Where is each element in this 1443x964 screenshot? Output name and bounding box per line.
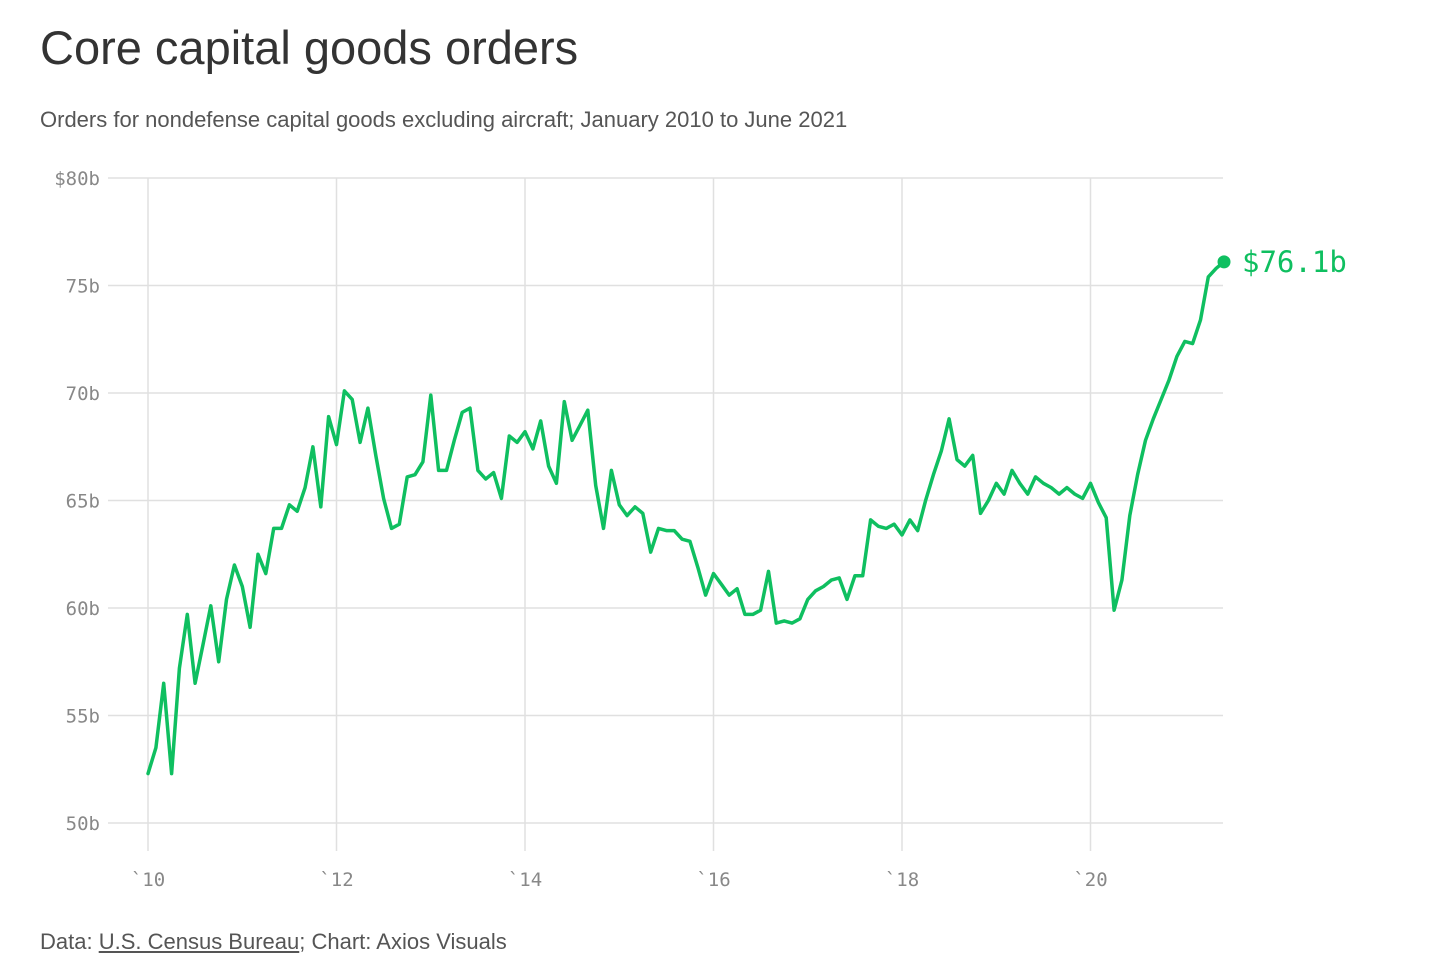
y-tick-label: 75b (66, 276, 100, 298)
x-tick-label: `18 (885, 869, 919, 891)
end-point-marker (1217, 255, 1231, 269)
x-tick-label: `16 (696, 869, 730, 891)
x-tick-label: `20 (1073, 869, 1107, 891)
series-line (146, 260, 1226, 776)
y-tick-label: 70b (66, 383, 100, 405)
chart-subtitle: Orders for nondefense capital goods excl… (40, 107, 848, 132)
x-tick-label: `12 (319, 869, 353, 891)
y-tick-label: 55b (66, 706, 100, 728)
end-value-label: $76.1b (1242, 245, 1347, 279)
footer-data-prefix: Data: (40, 929, 99, 954)
x-tick-label: `14 (508, 869, 542, 891)
y-tick-label: 60b (66, 598, 100, 620)
y-tick-label: $80b (54, 168, 100, 190)
y-tick-label: 50b (66, 813, 100, 835)
gridlines (108, 177, 1223, 851)
page-title: Core capital goods orders (40, 21, 579, 74)
source-link[interactable]: U.S. Census Bureau (98, 929, 300, 954)
x-tick-label: `10 (131, 869, 165, 891)
y-tick-label: 65b (66, 491, 100, 513)
footer-credit: ; Chart: Axios Visuals (299, 929, 507, 954)
y-axis-ticks: $80b 75b 70b 65b 60b 55b 50b (54, 168, 100, 835)
x-axis-ticks: `10 `12 `14 `16 `18 `20 (131, 869, 1108, 891)
footer: Data: U.S. Census Bureau; Chart: Axios V… (40, 929, 507, 955)
